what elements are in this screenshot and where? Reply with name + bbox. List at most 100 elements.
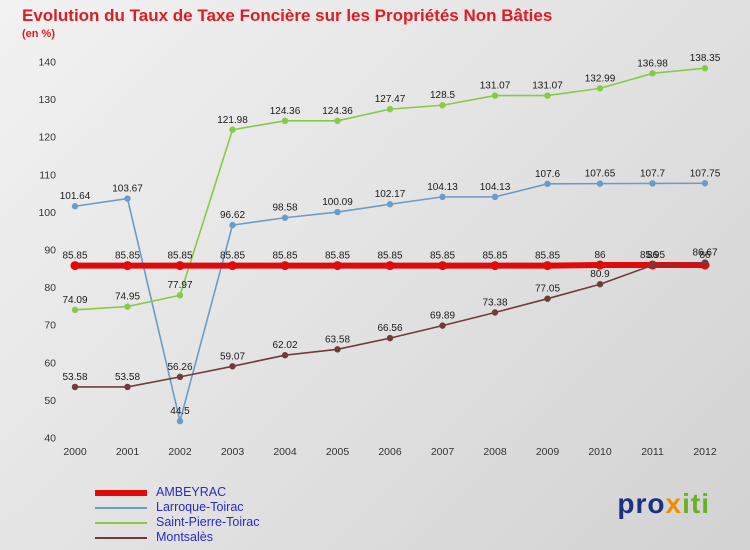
data-point (229, 363, 236, 370)
y-axis-tick-label: 40 (44, 433, 56, 445)
data-point (386, 105, 394, 113)
data-label: 103.67 (112, 184, 143, 195)
y-axis-tick-label: 70 (44, 320, 56, 332)
data-label: 98.58 (272, 203, 297, 214)
y-axis-tick-label: 100 (38, 207, 56, 219)
legend-item-ambeyrac: AMBEYRAC (95, 486, 260, 499)
data-label: 85.85 (220, 251, 245, 262)
data-point (544, 180, 551, 188)
y-axis-tick-label: 80 (44, 282, 56, 294)
data-point (70, 261, 80, 271)
data-point (386, 334, 394, 342)
x-axis-tick-label: 2009 (536, 446, 560, 458)
data-point (439, 102, 446, 109)
data-point (281, 214, 289, 221)
data-label: 56.26 (167, 362, 192, 373)
legend-label: Saint-Pierre-Toirac (156, 515, 260, 529)
legend-swatch (95, 489, 147, 496)
data-label: 85.85 (272, 251, 297, 262)
proxiti-logo: proxiti (617, 488, 710, 520)
data-point (71, 203, 79, 210)
data-label: 100.09 (322, 197, 353, 208)
data-label: 69.89 (430, 311, 455, 322)
data-label: 80.9 (590, 269, 610, 280)
y-axis-tick-label: 120 (38, 132, 56, 144)
data-label: 66.56 (377, 323, 402, 334)
legend-label: AMBEYRAC (156, 485, 227, 499)
logo-text-iti: iti (682, 488, 710, 519)
legend-item-larroque-toirac: Larroque-Toirac (95, 501, 260, 514)
logo-text-x: x (665, 488, 683, 519)
data-point (385, 261, 395, 271)
y-axis-tick-label: 50 (44, 395, 56, 407)
data-point (124, 383, 131, 391)
data-label: 85.85 (482, 251, 507, 262)
y-axis-tick-label: 110 (39, 169, 56, 181)
data-point (334, 117, 341, 125)
data-label: 77.05 (535, 284, 560, 295)
legend: AMBEYRAC Larroque-Toirac Saint-Pierre-Toir… (95, 486, 260, 544)
data-point (71, 383, 79, 391)
logo-text-pro: pro (617, 488, 666, 519)
data-label: 131.07 (532, 81, 563, 92)
y-axis-tick-label: 60 (44, 357, 56, 369)
data-label: 85.85 (377, 251, 402, 262)
data-label: 107.6 (535, 169, 560, 180)
data-point (334, 208, 341, 216)
data-point (439, 322, 446, 329)
data-point (439, 193, 446, 201)
data-label: 131.07 (480, 81, 511, 92)
data-label: 86 (594, 250, 606, 261)
data-point (71, 306, 79, 314)
data-label: 107.75 (690, 168, 721, 179)
data-point (596, 281, 604, 288)
data-point (491, 309, 499, 316)
data-label: 104.13 (480, 182, 511, 193)
x-axis-tick-label: 2012 (693, 446, 717, 458)
y-axis-tick-label: 130 (38, 94, 56, 106)
data-label: 86 (699, 250, 711, 261)
data-label: 121.98 (217, 115, 248, 126)
data-label: 53.58 (115, 372, 140, 383)
data-point (176, 292, 184, 299)
data-point (280, 261, 290, 271)
legend-swatch (95, 536, 147, 539)
data-point (281, 117, 289, 125)
data-point (229, 221, 236, 229)
data-label: 73.38 (482, 297, 507, 308)
x-axis-tick-label: 2006 (378, 446, 402, 458)
data-point (596, 85, 604, 92)
data-label: 53.58 (62, 372, 87, 383)
x-axis-tick-label: 2008 (483, 446, 507, 458)
data-label: 124.36 (270, 106, 301, 117)
data-label: 62.02 (272, 340, 297, 351)
data-label: 85.85 (115, 251, 140, 262)
line-chart: 40 50 60 70 80 90 100 110 120 130 140 2000 2001 2002 2… (38, 53, 721, 458)
legend-item-saint-pierre-toirac: Saint-Pierre-Toirac (95, 516, 260, 529)
series-line-1 (74, 182, 706, 422)
data-point (334, 346, 341, 353)
data-point (595, 260, 605, 270)
data-point (649, 180, 656, 187)
data-label: 104.13 (427, 182, 458, 193)
data-point (229, 126, 236, 133)
legend-swatch (95, 521, 147, 524)
data-label: 138.35 (690, 53, 721, 64)
data-label: 124.36 (322, 106, 353, 117)
data-point (228, 261, 237, 271)
data-label: 59.07 (220, 351, 245, 362)
data-label: 107.7 (640, 168, 665, 179)
data-label: 85.85 (535, 251, 560, 262)
data-point (176, 417, 184, 425)
data-label: 74.95 (115, 292, 140, 303)
data-label: 85.85 (167, 251, 192, 262)
data-label: 85.95 (640, 250, 665, 261)
x-axis-tick-label: 2003 (221, 446, 245, 458)
x-axis-tick-label: 2010 (588, 446, 612, 458)
data-point (649, 262, 656, 269)
data-point (596, 180, 604, 187)
legend-label: Larroque-Toirac (156, 500, 244, 514)
data-label: 96.62 (220, 210, 245, 221)
x-axis-tick-label: 2005 (326, 446, 350, 458)
